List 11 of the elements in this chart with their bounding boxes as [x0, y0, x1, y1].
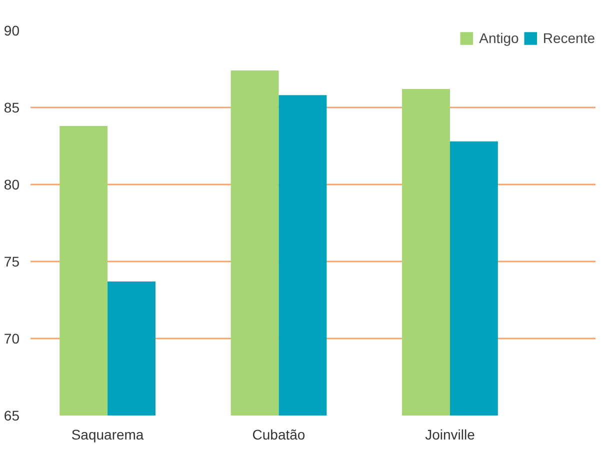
x-tick-label: Saquarema: [71, 426, 144, 442]
x-tick-label: Cubatão: [252, 426, 306, 442]
y-tick-label: 80: [4, 176, 20, 192]
y-tick-label: 90: [4, 22, 20, 38]
y-tick-label: 65: [4, 408, 20, 424]
legend-label: Recente: [542, 30, 595, 46]
x-tick-label: Joinville: [425, 426, 476, 442]
legend-label: Antigo: [479, 30, 519, 46]
y-tick-label: 75: [4, 254, 20, 270]
y-tick-label: 70: [4, 330, 20, 346]
y-tick-label: 85: [4, 100, 20, 116]
